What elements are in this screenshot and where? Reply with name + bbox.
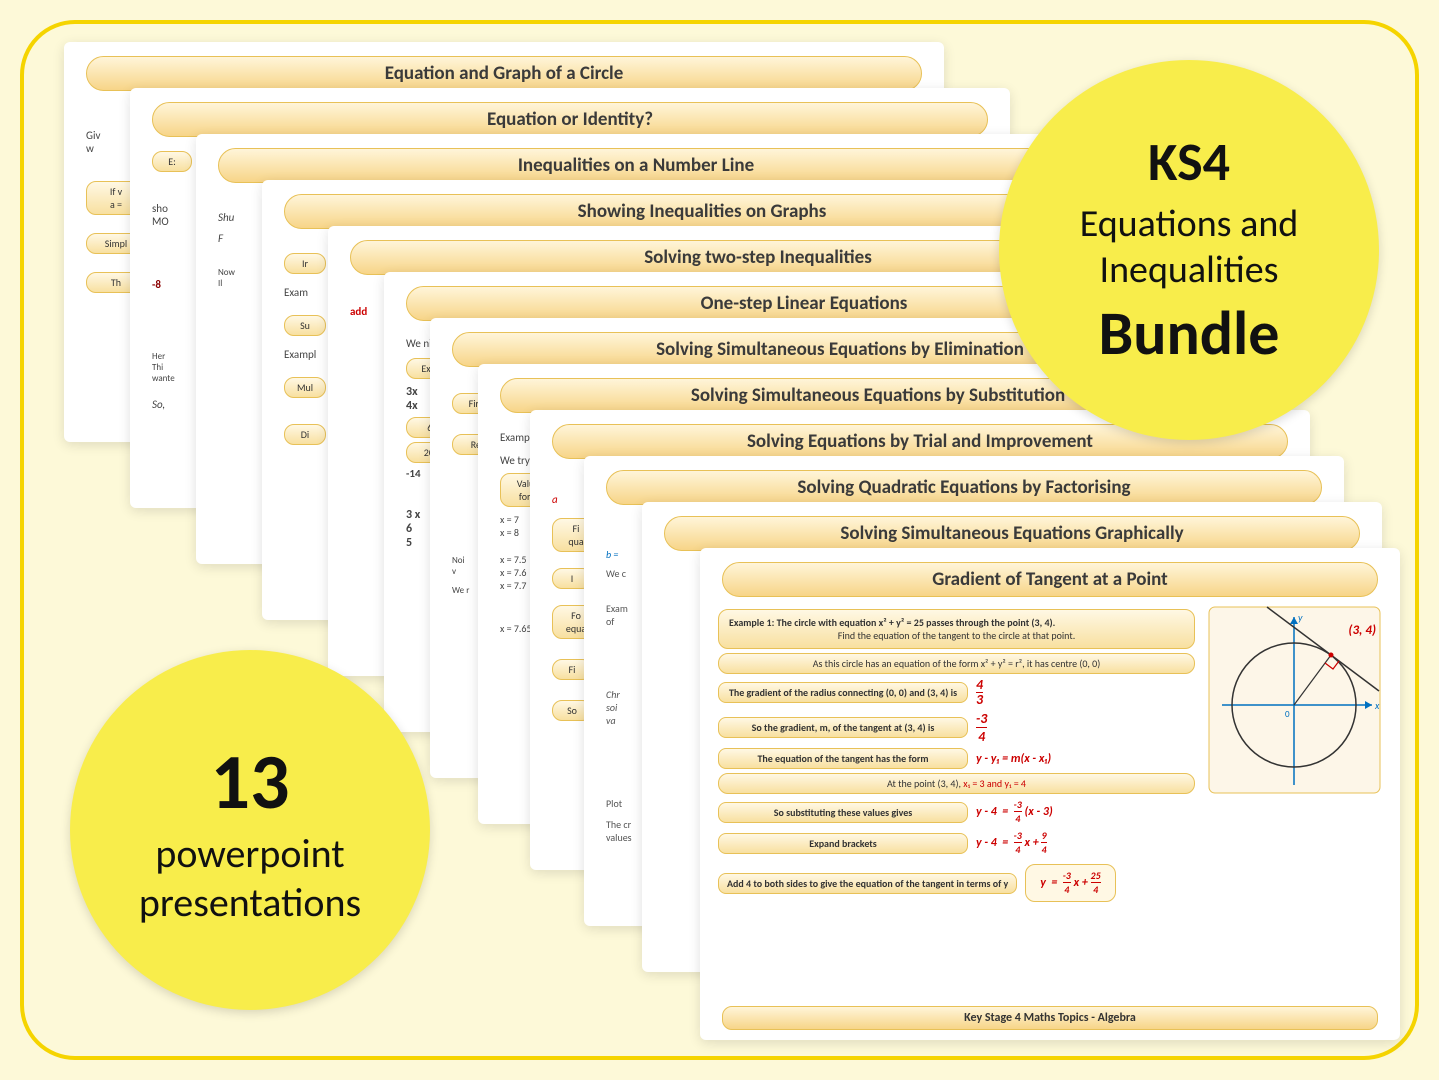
slide-title: Equation and Graph of a Circle <box>86 56 922 91</box>
frag: Di <box>284 424 326 445</box>
slide-title: Showing Inequalities on Graphs <box>284 194 1120 229</box>
example-header: Example 1: The circle with equation x² +… <box>718 609 1195 649</box>
slide-title: Equation or Identity? <box>152 102 988 137</box>
badge-count-line2: powerpoint <box>155 829 344 878</box>
step-5-label: At the point (3, 4), x₁ = 3 and y₁ = 4 <box>718 773 1195 794</box>
badge-count: 13 powerpoint presentations <box>70 650 430 1010</box>
svg-text:y: y <box>1298 611 1303 624</box>
frag: Ir <box>284 253 326 274</box>
circle-graph: x y 0 (3, 4) <box>1207 605 1382 909</box>
frag: b = <box>606 548 618 561</box>
badge-count-number: 13 <box>210 734 289 829</box>
step-4-value: y - y₁ = m(x - x₁) <box>976 752 1051 766</box>
slide-title: Gradient of Tangent at a Point <box>722 562 1378 597</box>
step-1: As this circle has an equation of the fo… <box>718 653 1195 674</box>
slide-title: Solving Simultaneous Equations Graphical… <box>664 516 1360 551</box>
frag: qua <box>568 535 583 548</box>
frag: Fo <box>571 609 581 622</box>
step-8-value: y = -34 x + 254 <box>1025 864 1115 902</box>
frag: Su <box>284 315 326 336</box>
frag: Mul <box>284 377 326 398</box>
step-3-label: So the gradient, m, of the tangent at (3… <box>718 717 968 738</box>
step-2-label: The gradient of the radius connecting (0… <box>718 682 968 703</box>
badge-line1: KS4 <box>1148 129 1230 195</box>
slide-front: Gradient of Tangent at a Point Example 1… <box>700 548 1400 1040</box>
frag: Giv <box>86 129 100 142</box>
svg-text:x: x <box>1374 699 1380 712</box>
badge-title: KS4 Equations and Inequalities Bundle <box>999 60 1379 440</box>
frag: Now <box>218 267 235 278</box>
frag: Fi <box>573 522 580 535</box>
slide-title: Solving Quadratic Equations by Factorisi… <box>606 470 1322 505</box>
step-7-label: Expand brackets <box>718 833 968 854</box>
badge-line4: Bundle <box>1098 295 1279 371</box>
frag: a = <box>110 198 122 211</box>
step-8-label: Add 4 to both sides to give the equation… <box>718 873 1017 894</box>
svg-text:0: 0 <box>1285 709 1290 720</box>
frag: w <box>86 142 94 155</box>
badge-count-line3: presentations <box>139 878 361 927</box>
step-2-value: 43 <box>976 678 983 707</box>
slide-footer: Key Stage 4 Maths Topics - Algebra <box>722 1006 1378 1030</box>
frag: If v <box>110 185 122 198</box>
step-7-value: y - 4 = -34 x + 94 <box>976 829 1047 857</box>
badge-line3: Inequalities <box>1100 247 1279 293</box>
graph-point-label: (3, 4) <box>1348 623 1376 638</box>
step-6-value: y - 4 = -34 (x - 3) <box>976 798 1053 826</box>
step-4-label: The equation of the tangent has the form <box>718 748 968 769</box>
badge-line2: Equations and <box>1080 201 1299 247</box>
slide-title: Inequalities on a Number Line <box>218 148 1054 183</box>
step-3-value: -34 <box>976 710 987 745</box>
step-6-label: So substituting these values gives <box>718 802 968 823</box>
frag: Il <box>218 278 222 289</box>
